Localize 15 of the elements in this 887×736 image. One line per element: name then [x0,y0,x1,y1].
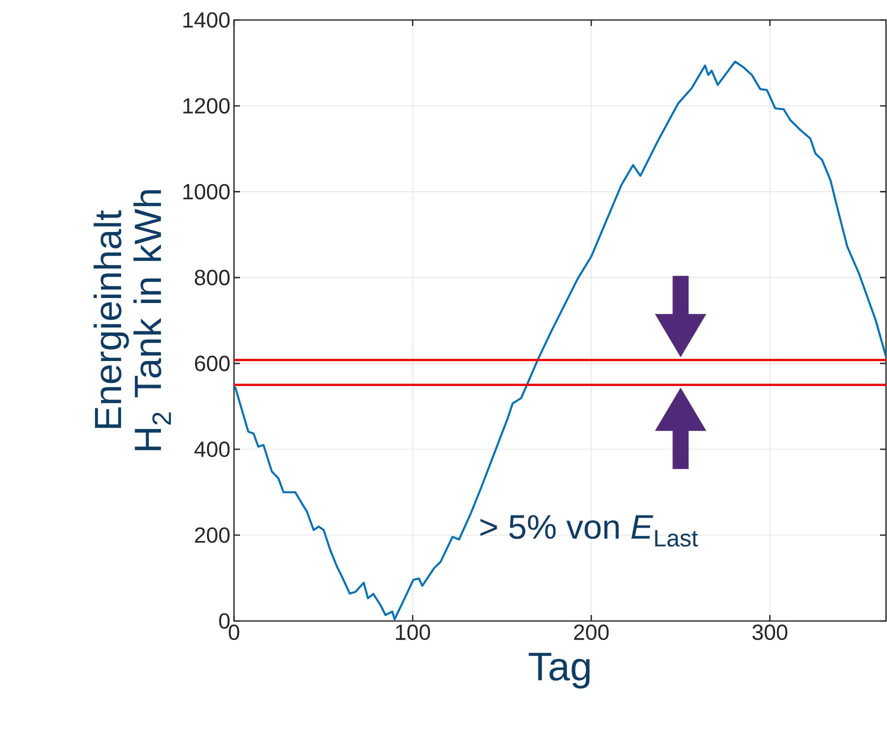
y-axis-title: Energieinhalt H$_{2}$ Tank in kWh [94,190,171,450]
y-tick-label: 200 [195,527,230,543]
y-tick-label: 0 [219,613,230,629]
x-axis-title: Tag [528,652,590,689]
line-series [234,60,886,620]
y-tick-label: 800 [194,270,230,286]
y-tick-label: 400 [194,442,230,458]
y-tick-label: 600 [195,356,230,372]
x-tick-label: 300 [752,624,788,640]
x-tick-label: 200 [574,624,609,640]
annotation: > 5% von E$_{Last}$ [480,515,698,547]
y-tick-label: 1200 [183,98,230,114]
x-tick-label: 100 [396,624,430,640]
y-tick-label: 1000 [183,184,230,200]
y-tick-label: 1400 [183,12,230,28]
